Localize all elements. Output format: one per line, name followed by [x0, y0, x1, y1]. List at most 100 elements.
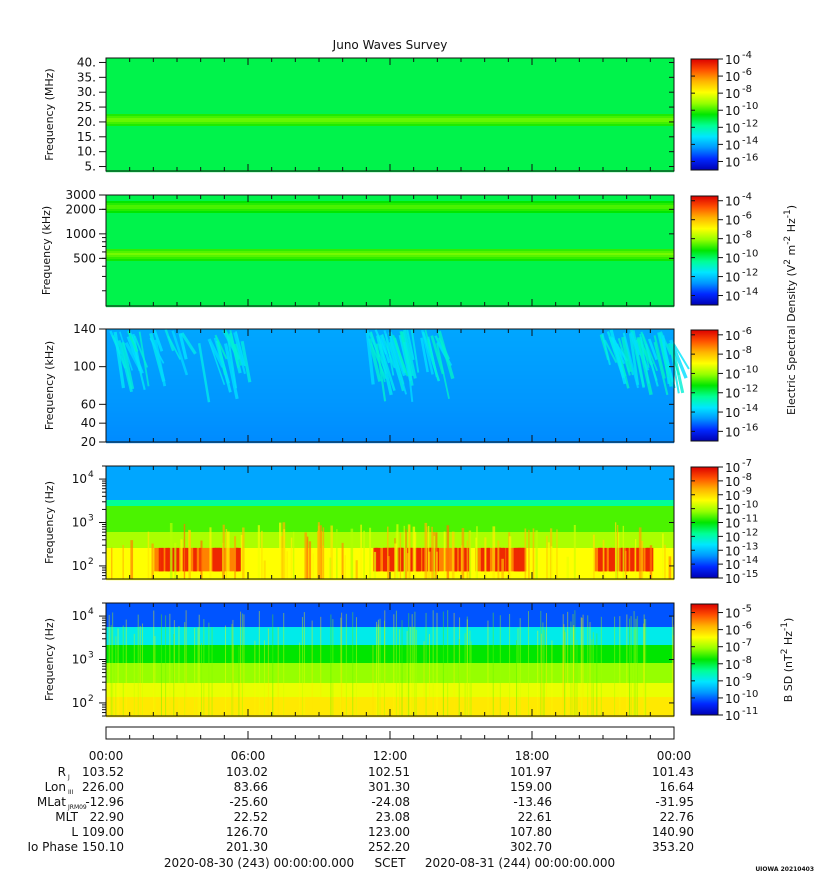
- colorbar-tick-label: 10: [725, 233, 740, 247]
- colorbar-tick-label: 10: [725, 461, 740, 475]
- ephemeris-value: 22.61: [518, 810, 552, 824]
- y-tick-label: 10: [72, 559, 87, 573]
- ephemeris-value: 150.10: [82, 840, 124, 854]
- y-tick-label: 30.: [77, 85, 96, 99]
- colorbar-tick-label: 10: [725, 607, 740, 621]
- colorbar-tick-exponent: -8: [742, 472, 752, 483]
- colorbar-tick-exponent: -10: [742, 689, 758, 700]
- ephemeris-value: 103.52: [82, 765, 124, 779]
- y-axis-label: Frequency (MHz): [43, 68, 56, 160]
- colorbar-tick-exponent: -10: [742, 101, 758, 112]
- ephemeris-value: 301.30: [368, 780, 410, 794]
- y-tick-label: 20.: [77, 115, 96, 129]
- colorbar-label: Electric Spectral Density (V2 m-2 Hz-1): [783, 205, 798, 415]
- colorbar-tick-exponent: -15: [742, 569, 758, 580]
- time-axis: 00:00 06:00 12:00 18:00 00:00: [89, 726, 691, 763]
- y-tick-exponent: 2: [88, 557, 94, 567]
- colorbar-tick-label: 10: [725, 214, 740, 228]
- colorbar-tick-label: 10: [725, 530, 740, 544]
- colorbar-tick-exponent: -11: [742, 706, 758, 717]
- ephemeris-value: 123.00: [368, 825, 410, 839]
- y-tick-exponent: 4: [88, 470, 94, 480]
- ephemeris-value: 102.51: [368, 765, 410, 779]
- colorbar-tick-label: 10: [725, 558, 740, 572]
- ephemeris-value: 101.43: [652, 765, 694, 779]
- colorbar-tick-exponent: -11: [742, 514, 758, 525]
- start-time: 2020-08-30 (243) 00:00:00.000: [164, 856, 354, 870]
- y-axis-label: Frequency (Hz): [43, 618, 56, 701]
- y-tick-label: 40: [81, 416, 96, 430]
- ephemeris-label: MLT: [55, 810, 78, 824]
- ephemeris-value: 83.66: [234, 780, 268, 794]
- y-tick-label: 5.: [85, 160, 96, 174]
- ephemeris-value: 126.70: [226, 825, 268, 839]
- ephemeris-table: R J 103.52 103.02 102.51 101.97 101.43 Lon III 22…: [27, 765, 694, 854]
- ephemeris-value: 101.97: [510, 765, 552, 779]
- colorbar-tick-exponent: -10: [742, 500, 758, 511]
- colorbar-tick-label: 10: [725, 70, 740, 84]
- colorbar-tick-exponent: -7: [742, 458, 752, 469]
- time-label: 00:00: [89, 749, 124, 763]
- ephemeris-value: 140.90: [652, 825, 694, 839]
- ephemeris-value: 22.52: [234, 810, 268, 824]
- ephemeris-value: 22.90: [90, 810, 124, 824]
- colorbar-label: B SD (nT2 Hz-1): [780, 618, 795, 703]
- colorbar-tick-exponent: -12: [742, 268, 758, 279]
- ephemeris-value: -13.46: [513, 795, 552, 809]
- colorbar-tick-label: 10: [725, 290, 740, 304]
- colorbar-tick-exponent: -10: [742, 364, 758, 375]
- colorbar-tick-label: 10: [725, 87, 740, 101]
- colorbar-tick-exponent: -5: [742, 604, 752, 615]
- processing-stamp: UIOWA 20210403: [755, 866, 814, 873]
- colorbar-tick-exponent: -6: [742, 621, 752, 632]
- y-tick-label: 40.: [77, 55, 96, 69]
- colorbar-tick-label: 10: [725, 195, 740, 209]
- y-tick-label: 10: [72, 609, 87, 623]
- y-tick-label: 140: [73, 322, 96, 336]
- colorbar-tick-label: 10: [725, 624, 740, 638]
- ephemeris-row: MLT 22.90 22.52 23.08 22.61 22.76: [55, 810, 694, 824]
- colorbar-tick-exponent: -7: [742, 638, 752, 649]
- ephemeris-value: 353.20: [652, 840, 694, 854]
- colorbar-tick-label: 10: [725, 329, 740, 343]
- figure-title: Juno Waves Survey: [332, 38, 448, 52]
- y-tick-exponent: 4: [88, 607, 94, 617]
- colorbar-tick-exponent: -12: [742, 384, 758, 395]
- colorbar-tick-exponent: -4: [742, 50, 752, 61]
- y-tick-label: 3000: [65, 188, 96, 202]
- colorbar-tick-exponent: -16: [742, 152, 758, 163]
- colorbar-tick-exponent: -9: [742, 486, 752, 497]
- ephemeris-row: L 109.00 126.70 123.00 107.80 140.90: [71, 825, 694, 839]
- y-axis-label: Frequency (kHz): [40, 206, 53, 295]
- y-tick-exponent: 3: [88, 651, 94, 661]
- time-label: 06:00: [231, 749, 266, 763]
- ephemeris-value: 107.80: [510, 825, 552, 839]
- y-tick-label: 10: [72, 516, 87, 530]
- y-tick-exponent: 2: [88, 694, 94, 704]
- ephemeris-label-subscript: J: [67, 774, 70, 781]
- colorbar-tick-exponent: -6: [742, 67, 752, 78]
- ephemeris-value: 22.76: [660, 810, 694, 824]
- colorbar-tick-exponent: -14: [742, 135, 758, 146]
- ephemeris-value: -31.95: [655, 795, 694, 809]
- ephemeris-value: 23.08: [376, 810, 410, 824]
- colorbar-tick-label: 10: [725, 709, 740, 723]
- y-tick-label: 60: [81, 397, 96, 411]
- y-tick-exponent: 3: [88, 514, 94, 524]
- colorbar-tick-label: 10: [725, 252, 740, 266]
- y-axis-label: Frequency (Hz): [43, 481, 56, 564]
- colorbar-tick-exponent: -12: [742, 527, 758, 538]
- colorbar-tick-exponent: -8: [742, 345, 752, 356]
- ephemeris-value: 16.64: [660, 780, 694, 794]
- colorbar-tick-label: 10: [725, 503, 740, 517]
- colorbar-tick-exponent: -6: [742, 326, 752, 337]
- ephemeris-label-subscript: III: [68, 789, 74, 796]
- ephemeris-row: MLat JRM09-12.96 -25.60 -24.08 -13.46 -31.95: [37, 795, 694, 811]
- time-label: 18:00: [515, 749, 550, 763]
